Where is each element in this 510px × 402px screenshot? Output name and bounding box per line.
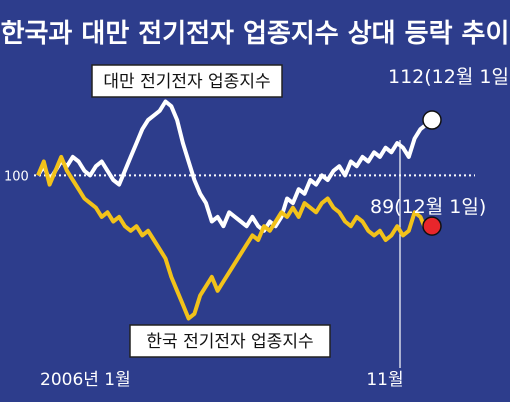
taiwan-end-marker (422, 110, 442, 130)
taiwan-series-line (36, 99, 434, 233)
korea-end-label: 89(12월 1일) (370, 196, 486, 218)
taiwan-legend-box-bg (91, 64, 283, 98)
x-label-november: 11월 (366, 370, 403, 390)
chart-title: 한국과 대만 전기전자 업종지수 상대 등락 추이 (1, 19, 510, 49)
baseline-label: 100 (4, 169, 29, 184)
x-label-start: 2006년 1월 (40, 370, 131, 390)
korea-legend-label: 한국 전기전자 업종지수 (146, 332, 313, 352)
korea-legend-box: 한국 전기전자 업종지수 (129, 324, 331, 358)
taiwan-legend-box: 대만 전기전자 업종지수 (91, 64, 283, 98)
korea-legend-box-bg (129, 324, 331, 358)
taiwan-legend-label: 대만 전기전자 업종지수 (103, 72, 270, 92)
taiwan-end-label: 112(12월 1일) (388, 66, 510, 88)
korea-series-line (36, 154, 434, 321)
korea-end-marker (422, 216, 442, 236)
